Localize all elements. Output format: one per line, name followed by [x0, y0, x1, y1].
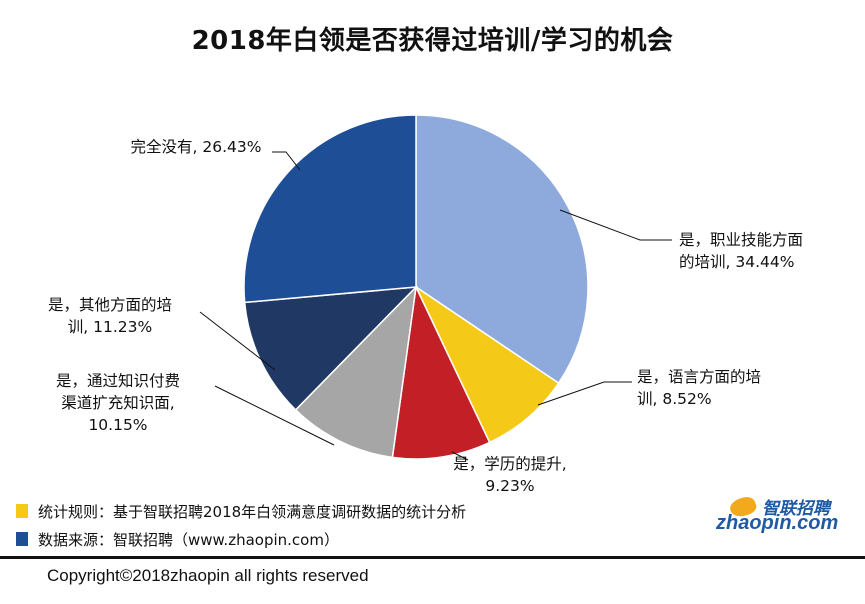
slice-label: 完全没有, 26.43% [131, 138, 262, 156]
note-source: 数据来源：智联招聘（www.zhaopin.com） [16, 525, 466, 553]
footer-divider [0, 556, 865, 559]
pie-slice [294, 284, 418, 459]
chart-title: 2018年白领是否获得过培训/学习的机会 [191, 26, 674, 56]
note-rule-swatch [16, 504, 28, 518]
logo-cn-text: 智联招聘 [762, 499, 830, 519]
slice-label: 是，通过知识付费渠道扩充知识面, 10.15% [56, 372, 180, 434]
note-source-swatch [16, 532, 28, 546]
pie-slice [243, 114, 417, 304]
slice-label: 是，其他方面的培训, 11.23% [48, 296, 172, 336]
logo-en-text: zhaopin.com [716, 512, 839, 534]
note-source-text: 数据来源：智联招聘（www.zhaopin.com） [38, 530, 339, 549]
pie-slice [391, 284, 491, 460]
copyright: Copyright©2018zhaopin all rights reserve… [47, 566, 369, 585]
leader-line [559, 209, 672, 241]
leader-line [537, 381, 632, 406]
pie-slice [415, 114, 589, 385]
leader-line [272, 151, 301, 171]
leader-line [214, 385, 335, 446]
leader-line [451, 451, 469, 461]
note-rule-text: 统计规则：基于智联招聘2018年白领满意度调研数据的统计分析 [38, 502, 467, 521]
zhaopin-logo: 智联招聘 zhaopin.com [704, 494, 852, 534]
notes: 统计规则：基于智联招聘2018年白领满意度调研数据的统计分析 数据来源：智联招聘… [16, 497, 466, 553]
pie-slice [243, 286, 418, 411]
slice-label: 是，语言方面的培训, 8.52% [637, 368, 761, 408]
pie-slice [414, 284, 560, 444]
leader-line [199, 311, 276, 371]
note-rule: 统计规则：基于智联招聘2018年白领满意度调研数据的统计分析 [16, 497, 466, 525]
slice-label: 是，学历的提升, 9.23% [453, 455, 566, 495]
slice-label: 是，职业技能方面的培训, 34.44% [679, 231, 803, 271]
